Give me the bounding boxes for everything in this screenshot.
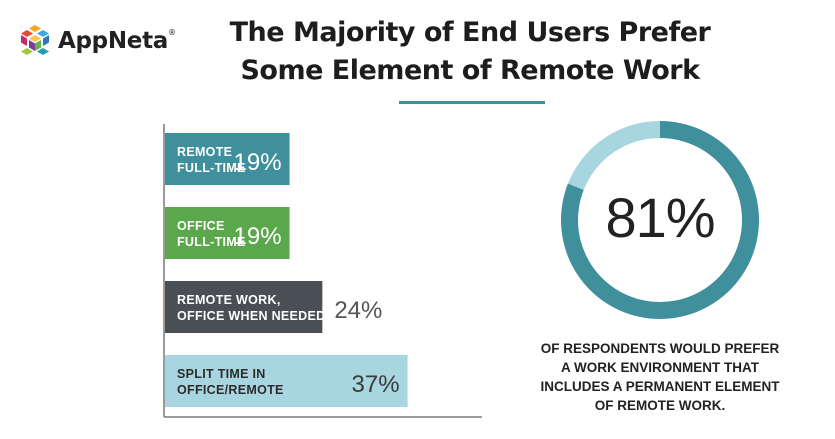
donut-center-label: 81% [605, 186, 715, 249]
bar-2 [165, 207, 290, 259]
bar-3-value-label: 24% [334, 297, 382, 324]
caption-line-4: OF REMOTE WORK. [594, 398, 726, 413]
donut-chart [561, 121, 759, 319]
bar-2-category-line-2: FULL-TIME [177, 235, 246, 249]
appneta-logo: AppNeta® [18, 24, 176, 58]
bar-2-value-label: 19% [234, 223, 282, 250]
appneta-cube-icon [21, 25, 49, 55]
bar-4 [165, 355, 408, 407]
bar-3-category-line-2: OFFICE WHEN NEEDED [177, 309, 325, 323]
donut-slice-2 [567, 121, 660, 190]
bar-3 [165, 281, 323, 333]
caption-line-3: INCLUDES A PERMANENT ELEMENT [540, 379, 780, 394]
caption-line-1: OF RESPONDENTS WOULD PREFER [540, 341, 780, 356]
title-line-1: The Majority of End Users Prefer [229, 17, 711, 48]
bar-1-category-line-2: FULL-TIME [177, 161, 246, 175]
bar-1-value-label: 19% [234, 149, 282, 176]
brand-name: AppNeta [58, 28, 168, 54]
caption-line-2: A WORK ENVIRONMENT THAT [561, 360, 759, 375]
title-underline [399, 101, 545, 104]
bar-2-category-line-1: OFFICE [177, 219, 225, 233]
bar-1-category-line-1: REMOTE [177, 145, 232, 159]
bar-4-value-label: 37% [352, 371, 400, 398]
bar-3-category-line-1: REMOTE WORK, [177, 293, 281, 307]
page-title: The Majority of End Users Prefer Some El… [190, 14, 750, 90]
title-line-2: Some Element of Remote Work [240, 55, 700, 86]
bar-4-category-line-2: OFFICE/REMOTE [177, 383, 284, 397]
bar-4-category-line-1: SPLIT TIME IN [177, 367, 266, 381]
brand-trademark: ® [168, 28, 176, 37]
donut-caption: OF RESPONDENTS WOULD PREFER A WORK ENVIR… [520, 339, 800, 415]
bar-1 [165, 133, 290, 185]
